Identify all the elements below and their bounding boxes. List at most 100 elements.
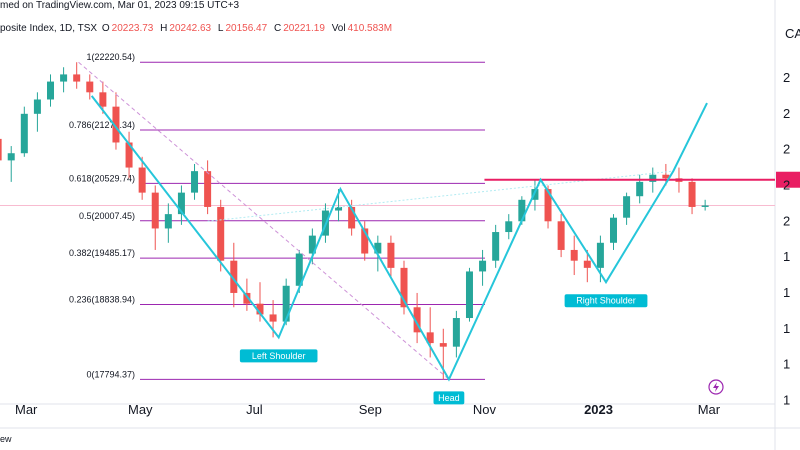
candle-body <box>308 235 316 254</box>
candle-body <box>361 228 369 254</box>
ohlc-high-label: H <box>160 23 168 34</box>
candle-body <box>125 142 133 168</box>
pattern-label-box <box>564 294 648 308</box>
candle-body <box>400 267 408 308</box>
candle-body <box>701 205 709 207</box>
candle-body <box>86 81 94 93</box>
fib-level-label: 0.236(18838.94) <box>69 294 135 304</box>
chart-source: med on TradingView.com, Mar 01, 2023 09:… <box>0 0 240 11</box>
ohlc-open-label: O <box>101 23 110 34</box>
fib-level-label: 1(22220.54) <box>86 52 135 62</box>
y-axis-tick-label: 2 <box>783 177 790 192</box>
candle-body <box>217 206 225 261</box>
candle-body <box>649 174 657 182</box>
candle-body <box>557 221 565 250</box>
fib-level-label: 0.618(20529.74) <box>69 173 135 183</box>
candle-body <box>413 307 421 333</box>
x-axis-tick-label: May <box>128 402 153 417</box>
candle-body <box>387 242 395 268</box>
candle-body <box>73 74 81 82</box>
candle-body <box>191 171 199 193</box>
y-axis-tick-label: 2 <box>783 70 790 85</box>
pattern-label-box <box>239 349 318 363</box>
ohlc-volume: Vol 410.583M <box>332 23 394 34</box>
pattern-label-text: Head <box>438 393 460 403</box>
candle-body <box>269 314 277 322</box>
candle-body <box>0 138 2 161</box>
candle-body <box>662 174 670 179</box>
ohlc-volume-value: 410.583M <box>347 23 393 34</box>
ohlc-close-value: 20221.19 <box>283 23 325 34</box>
candle-body <box>151 192 159 229</box>
symbol-info: posite Index, 1D, TSX <box>0 23 98 34</box>
candle-body <box>596 242 604 268</box>
candle-body <box>47 81 55 100</box>
y-axis-tick-label: 1 <box>783 357 790 372</box>
candle-body <box>138 167 146 193</box>
candle-body <box>452 318 460 347</box>
candle-body <box>33 99 41 114</box>
fib-level-label: 0.5(20007.45) <box>79 211 135 221</box>
y-axis-tick-label: 1 <box>783 392 790 407</box>
pattern-label-text: Left Shoulder <box>252 351 306 361</box>
fib-level-label: 0(17794.37) <box>86 369 135 379</box>
ohlc-open: O 20223.73 <box>102 23 156 34</box>
candle-body <box>112 106 120 143</box>
ohlc-high-value: 20242.63 <box>169 23 212 34</box>
candle-body <box>256 303 264 315</box>
ohlc-close-label: C <box>273 23 282 34</box>
ohlc-high: H 20242.63 <box>160 23 213 34</box>
footer-label: ew <box>0 434 12 444</box>
price-axis-currency: CA <box>785 26 800 41</box>
x-axis-tick-label: Sep <box>359 402 382 417</box>
candle-body <box>583 260 591 268</box>
candle-body <box>243 292 251 304</box>
x-axis-tick-label: 2023 <box>584 402 613 417</box>
candle-body <box>688 181 696 207</box>
fib-level-label: 0.382(19485.17) <box>69 248 135 258</box>
fib-trend-dashed <box>78 61 450 380</box>
candle-body <box>204 171 212 207</box>
candle-body <box>60 74 68 82</box>
x-axis-tick-label: Nov <box>473 402 497 417</box>
y-axis-tick-label: 1 <box>783 249 790 264</box>
ohlc-low: L 20156.47 <box>218 23 269 34</box>
candle-body <box>295 253 303 286</box>
candle-body <box>479 260 487 272</box>
pattern-label-text: Right Shoulder <box>576 296 636 306</box>
candle-body <box>544 189 552 222</box>
candle-body <box>439 343 447 347</box>
candle-body <box>164 214 172 229</box>
candle-body <box>636 181 644 197</box>
pattern-label-box <box>433 391 465 405</box>
candle-body <box>335 206 343 211</box>
y-axis-tick-label: 2 <box>783 142 790 157</box>
candle-body <box>230 260 238 293</box>
lightning-icon[interactable] <box>708 379 724 395</box>
neckline-trend <box>207 170 674 222</box>
head-shoulders-pattern <box>90 95 708 382</box>
candle-body <box>7 153 15 161</box>
candle-body <box>348 206 356 229</box>
candle-body <box>20 113 28 154</box>
y-axis-tick-label: 2 <box>783 106 790 121</box>
x-axis-tick-label: Mar <box>15 402 38 417</box>
candle-body <box>426 332 434 344</box>
candle-body <box>99 92 107 107</box>
candle-body <box>609 217 617 243</box>
candle-body <box>623 196 631 218</box>
y-axis-tick-label: 2 <box>783 213 790 228</box>
x-axis-tick-label: Mar <box>698 402 721 417</box>
ohlc-open-value: 20223.73 <box>111 23 154 34</box>
x-axis-tick-label: Jul <box>246 402 263 417</box>
candle-body <box>374 242 382 254</box>
candle-body <box>505 221 513 233</box>
ohlc-low-label: L <box>217 23 224 34</box>
fib-level-label: 0.786(21273.34) <box>69 120 135 130</box>
ohlc-low-value: 20156.47 <box>225 23 268 34</box>
candle-body <box>518 199 526 222</box>
candle-body <box>570 249 578 261</box>
ohlc-volume-label: Vol <box>331 23 346 34</box>
candle-body <box>492 232 500 261</box>
